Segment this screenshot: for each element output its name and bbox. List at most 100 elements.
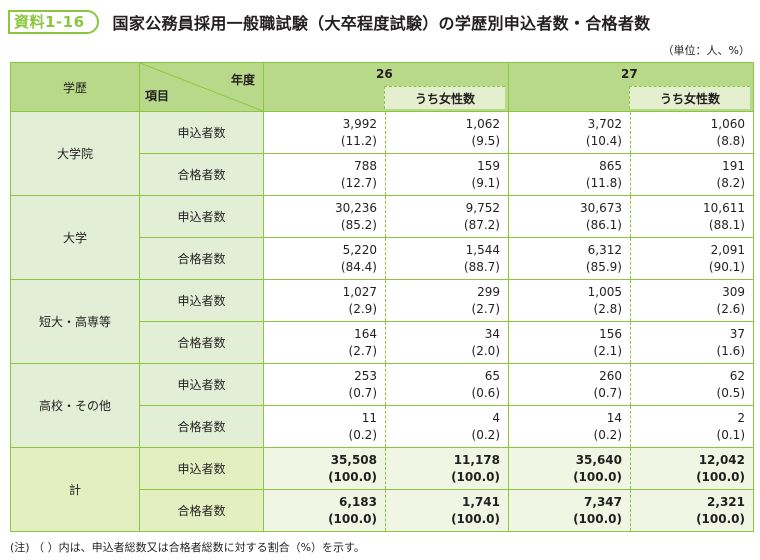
value-cell: 260 (0.7) bbox=[508, 363, 631, 406]
value-percent: (86.1) bbox=[585, 217, 622, 232]
value-cell: 9,752 (87.2) bbox=[385, 195, 509, 238]
value-cell: 30,673 (86.1) bbox=[508, 195, 631, 238]
value-percent: (2.0) bbox=[471, 343, 500, 358]
value-percent: (100.0) bbox=[696, 511, 745, 526]
value-number: 5,220 bbox=[342, 242, 377, 257]
year-26-label: 26 bbox=[376, 67, 393, 81]
value-cell: 3,992 (11.2) bbox=[263, 111, 386, 154]
value-percent: (100.0) bbox=[451, 511, 500, 526]
value-cell: 34 (2.0) bbox=[385, 321, 509, 364]
page-header: 資料1-16 国家公務員採用一般職試験（大卒程度試験）の学歴別申込者数・合格者数 bbox=[8, 9, 650, 35]
value-cell: 1,741 (100.0) bbox=[385, 489, 509, 532]
value-number: 2 bbox=[737, 410, 745, 425]
value-cell: 6,312 (85.9) bbox=[508, 237, 631, 280]
value-percent: (0.2) bbox=[593, 427, 622, 442]
table-row: 高校・その他 申込者数 253 (0.7) 65 (0.6) 260 (0.7) 62… bbox=[10, 363, 754, 448]
row-item-applicants: 申込者数 bbox=[139, 279, 264, 322]
value-number: 788 bbox=[354, 158, 377, 173]
row-item-passers: 合格者数 bbox=[139, 405, 264, 448]
value-number: 34 bbox=[484, 326, 500, 341]
value-cell: 2,321 (100.0) bbox=[630, 489, 754, 532]
value-number: 1,062 bbox=[465, 116, 500, 131]
value-number: 159 bbox=[477, 158, 500, 173]
value-percent: (85.9) bbox=[585, 259, 622, 274]
row-item-passers: 合格者数 bbox=[139, 237, 264, 280]
value-number: 30,673 bbox=[580, 200, 622, 215]
col-header-year-27: 27 うち女性数 bbox=[508, 62, 754, 112]
value-number: 7,347 bbox=[584, 494, 622, 509]
value-percent: (0.7) bbox=[348, 385, 377, 400]
row-item-applicants: 申込者数 bbox=[139, 447, 264, 490]
value-percent: (0.5) bbox=[716, 385, 745, 400]
value-percent: (0.1) bbox=[716, 427, 745, 442]
value-percent: (2.1) bbox=[593, 343, 622, 358]
value-percent: (0.2) bbox=[471, 427, 500, 442]
year-27-label: 27 bbox=[621, 67, 638, 81]
value-number: 164 bbox=[354, 326, 377, 341]
table-row: 短大・高専等 申込者数 1,027 (2.9) 299 (2.7) 1,005 (2.… bbox=[10, 279, 754, 364]
value-cell: 1,060 (8.8) bbox=[630, 111, 754, 154]
value-percent: (11.2) bbox=[340, 133, 377, 148]
table-row: 合格者数 788 (12.7) 159 (9.1) 865 (11.8) 191 (8.… bbox=[11, 153, 754, 196]
value-number: 37 bbox=[729, 326, 745, 341]
value-number: 156 bbox=[599, 326, 622, 341]
row-item-applicants: 申込者数 bbox=[139, 363, 264, 406]
value-number: 299 bbox=[477, 284, 500, 299]
value-number: 3,992 bbox=[342, 116, 377, 131]
applicants-table: 学歴 年度 項目 26 うち女性数 27 うち女性数 大学院 申込者数 3,99… bbox=[10, 62, 754, 532]
unit-label: （単位：人、%） bbox=[662, 44, 750, 57]
year-26-female-header: うち女性数 bbox=[384, 86, 505, 109]
value-cell: 62 (0.5) bbox=[630, 363, 754, 406]
diagonal-line-icon bbox=[140, 63, 263, 111]
table-row: 大学院 申込者数 3,992 (11.2) 1,062 (9.5) 3,702 (10… bbox=[10, 111, 754, 196]
value-percent: (8.8) bbox=[716, 133, 745, 148]
table-row: 合格者数 11 (0.2) 4 (0.2) 14 (0.2) 2 (0.1) bbox=[11, 405, 754, 448]
row-item-passers: 合格者数 bbox=[139, 153, 264, 196]
table-row: 合格者数 5,220 (84.4) 1,544 (88.7) 6,312 (85.9)… bbox=[11, 237, 754, 280]
row-item-applicants: 申込者数 bbox=[139, 195, 264, 238]
value-number: 30,236 bbox=[335, 200, 377, 215]
value-cell: 37 (1.6) bbox=[630, 321, 754, 364]
value-number: 14 bbox=[606, 410, 622, 425]
row-item-applicants: 申込者数 bbox=[139, 111, 264, 154]
table-row-total: 計 申込者数 35,508 (100.0) 11,178 (100.0) 35,64… bbox=[10, 447, 754, 532]
value-cell: 11,178 (100.0) bbox=[385, 447, 509, 490]
value-percent: (2.6) bbox=[716, 301, 745, 316]
value-number: 191 bbox=[722, 158, 745, 173]
value-percent: (12.7) bbox=[340, 175, 377, 190]
value-cell: 2 (0.1) bbox=[630, 405, 754, 448]
col-header-diagonal: 年度 項目 bbox=[139, 62, 264, 112]
value-percent: (87.2) bbox=[463, 217, 500, 232]
value-number: 6,183 bbox=[339, 494, 377, 509]
value-percent: (100.0) bbox=[328, 469, 377, 484]
row-item-passers: 合格者数 bbox=[139, 321, 264, 364]
value-percent: (100.0) bbox=[573, 511, 622, 526]
page-title: 国家公務員採用一般職試験（大卒程度試験）の学歴別申込者数・合格者数 bbox=[112, 14, 651, 33]
value-cell: 159 (9.1) bbox=[385, 153, 509, 196]
value-cell: 156 (2.1) bbox=[508, 321, 631, 364]
value-number: 9,752 bbox=[465, 200, 500, 215]
value-number: 12,042 bbox=[698, 452, 745, 467]
value-number: 35,508 bbox=[330, 452, 377, 467]
value-percent: (85.2) bbox=[340, 217, 377, 232]
education-junior-college: 短大・高専等 bbox=[10, 279, 140, 364]
value-percent: (2.7) bbox=[348, 343, 377, 358]
footnote: (注) （ ）内は、申込者総数又は合格者総数に対する割合（%）を示す。 bbox=[10, 541, 365, 554]
value-percent: (100.0) bbox=[573, 469, 622, 484]
value-percent: (9.5) bbox=[471, 133, 500, 148]
value-cell: 6,183 (100.0) bbox=[263, 489, 386, 532]
value-cell: 12,042 (100.0) bbox=[630, 447, 754, 490]
value-cell: 1,005 (2.8) bbox=[508, 279, 631, 322]
table-row: 合格者数 164 (2.7) 34 (2.0) 156 (2.1) 37 (1.6) bbox=[11, 321, 754, 364]
item-label: 項目 bbox=[145, 89, 170, 103]
value-number: 2,321 bbox=[707, 494, 745, 509]
value-number: 260 bbox=[599, 368, 622, 383]
value-percent: (84.4) bbox=[340, 259, 377, 274]
value-percent: (100.0) bbox=[696, 469, 745, 484]
value-percent: (88.7) bbox=[463, 259, 500, 274]
value-cell: 35,508 (100.0) bbox=[263, 447, 386, 490]
value-cell: 3,702 (10.4) bbox=[508, 111, 631, 154]
value-cell: 14 (0.2) bbox=[508, 405, 631, 448]
value-number: 1,027 bbox=[342, 284, 377, 299]
value-number: 10,611 bbox=[703, 200, 745, 215]
